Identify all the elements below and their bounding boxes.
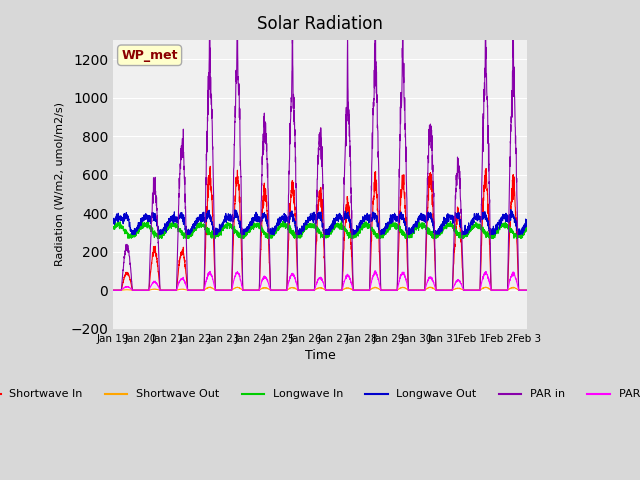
Legend: Shortwave In, Shortwave Out, Longwave In, Longwave Out, PAR in, PAR out: Shortwave In, Shortwave Out, Longwave In…	[0, 385, 640, 404]
Title: Solar Radiation: Solar Radiation	[257, 15, 383, 33]
X-axis label: Time: Time	[305, 349, 335, 362]
Text: WP_met: WP_met	[122, 49, 178, 62]
Y-axis label: Radiation (W/m2, umol/m2/s): Radiation (W/m2, umol/m2/s)	[55, 102, 65, 266]
